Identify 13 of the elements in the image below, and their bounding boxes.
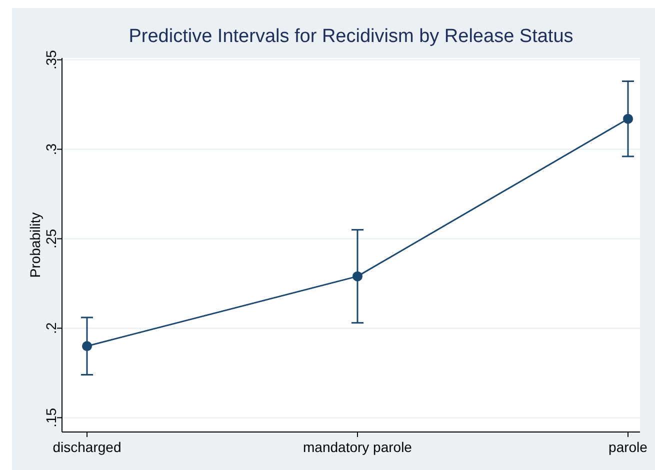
- x-tick-label: parole: [608, 439, 648, 455]
- y-tick-label: .35: [43, 50, 59, 70]
- y-axis-title: Probability: [27, 212, 43, 278]
- x-tick-label: mandatory parole: [303, 439, 412, 455]
- y-tick-label: .25: [43, 228, 59, 248]
- y-tick-label: .2: [43, 322, 59, 334]
- x-tick-label: discharged: [52, 439, 122, 455]
- y-tick-label: .3: [43, 143, 59, 156]
- point: [623, 114, 633, 124]
- y-tick-label: .15: [43, 408, 59, 428]
- point: [352, 271, 362, 282]
- chart-title: Predictive Intervals for Recidivism by Release Status: [128, 26, 574, 47]
- point: [82, 341, 92, 352]
